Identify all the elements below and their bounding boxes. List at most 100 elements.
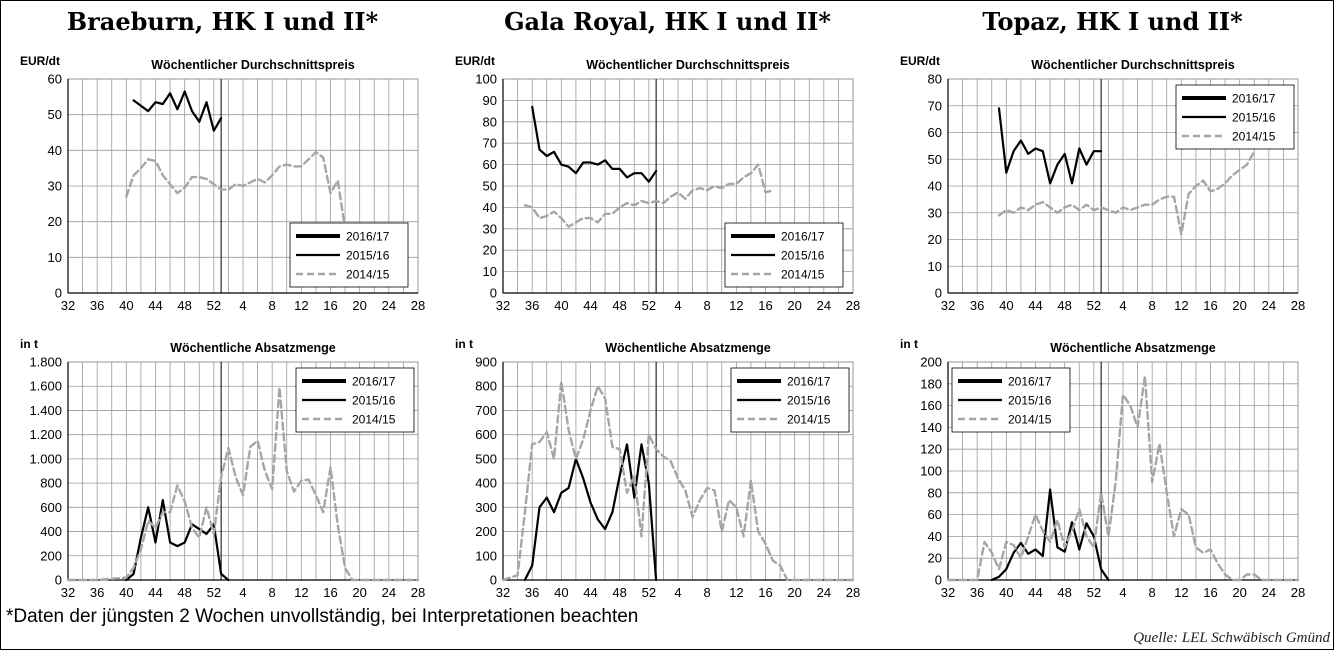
x-tick-label: 12 xyxy=(1174,298,1188,313)
x-tick-label: 16 xyxy=(1203,585,1217,600)
legend-label: 2015/16 xyxy=(352,394,396,408)
x-tick-label: 40 xyxy=(999,585,1013,600)
x-tick-label: 24 xyxy=(382,298,396,313)
y-axis-label: EUR/dt xyxy=(900,54,940,68)
y-tick-label: 1.400 xyxy=(29,403,62,418)
x-tick-label: 32 xyxy=(941,298,955,313)
x-tick-label: 48 xyxy=(612,298,626,313)
x-tick-label: 12 xyxy=(294,585,308,600)
y-tick-label: 10 xyxy=(48,250,62,265)
legend-label: 2016/17 xyxy=(1008,375,1052,389)
legend-label: 2015/16 xyxy=(781,249,825,263)
y-tick-label: 160 xyxy=(920,398,942,413)
x-tick-label: 12 xyxy=(729,585,743,600)
x-tick-label: 44 xyxy=(1028,585,1042,600)
y-tick-label: 10 xyxy=(483,264,497,279)
y-tick-label: 0 xyxy=(55,573,62,588)
y-axis-label: EUR/dt xyxy=(20,54,60,68)
legend-label: 2015/16 xyxy=(1232,111,1276,125)
legend: 2016/17 2015/16 2014/15 xyxy=(951,367,1071,433)
y-tick-label: 100 xyxy=(475,72,497,87)
x-tick-label: 8 xyxy=(704,298,711,313)
y-tick-label: 20 xyxy=(483,243,497,258)
y-tick-label: 40 xyxy=(483,200,497,215)
x-tick-label: 8 xyxy=(269,585,276,600)
y-tick-label: 70 xyxy=(483,136,497,151)
x-tick-label: 8 xyxy=(269,298,276,313)
x-tick-label: 24 xyxy=(382,585,396,600)
y-tick-label: 600 xyxy=(475,427,497,442)
x-tick-label: 52 xyxy=(1087,298,1101,313)
y-tick-label: 300 xyxy=(475,500,497,515)
legend-label: 2014/15 xyxy=(1232,130,1276,144)
legend-label: 2015/16 xyxy=(346,249,390,263)
y-tick-label: 20 xyxy=(928,232,942,247)
x-tick-label: 4 xyxy=(674,298,681,313)
x-tick-label: 20 xyxy=(787,585,801,600)
x-tick-label: 16 xyxy=(323,298,337,313)
y-tick-label: 60 xyxy=(48,72,62,87)
series-line-2014-15 xyxy=(946,375,1300,582)
chart-title: Wöchentlicher Durchschnittspreis xyxy=(151,58,355,72)
y-tick-label: 30 xyxy=(483,221,497,236)
y-tick-label: 0 xyxy=(935,286,942,301)
legend: 2016/17 2015/16 2014/15 xyxy=(289,222,409,288)
x-tick-label: 44 xyxy=(148,298,162,313)
legend-label: 2014/15 xyxy=(352,413,396,427)
x-tick-label: 48 xyxy=(177,585,191,600)
x-tick-label: 44 xyxy=(583,298,597,313)
x-tick-label: 32 xyxy=(61,298,75,313)
x-tick-label: 8 xyxy=(704,585,711,600)
y-tick-label: 30 xyxy=(48,179,62,194)
x-tick-label: 48 xyxy=(1057,585,1071,600)
series-line-2014-15 xyxy=(66,386,420,582)
x-tick-label: 48 xyxy=(612,585,626,600)
header-braeburn: Braeburn, HK I und II* xyxy=(66,6,379,36)
x-tick-label: 20 xyxy=(352,298,366,313)
y-tick-label: 0 xyxy=(490,286,497,301)
y-tick-label: 200 xyxy=(40,548,62,563)
series-line-2014-15 xyxy=(997,150,1256,236)
legend-label: 2014/15 xyxy=(787,413,831,427)
y-tick-label: 700 xyxy=(475,403,497,418)
y-tick-label: 400 xyxy=(475,476,497,491)
x-tick-label: 4 xyxy=(239,585,246,600)
x-tick-label: 20 xyxy=(352,585,366,600)
y-tick-label: 40 xyxy=(48,143,62,158)
x-tick-label: 4 xyxy=(674,585,681,600)
x-tick-label: 32 xyxy=(61,585,75,600)
x-tick-label: 28 xyxy=(846,298,860,313)
series-line-2015-16 xyxy=(997,107,1103,185)
y-tick-label: 0 xyxy=(935,573,942,588)
x-tick-label: 48 xyxy=(177,298,191,313)
y-tick-label: 50 xyxy=(928,152,942,167)
chart-title: Wöchentlicher Durchschnittspreis xyxy=(586,58,790,72)
x-tick-label: 40 xyxy=(119,585,133,600)
x-tick-label: 36 xyxy=(525,298,539,313)
series-line-2014-15 xyxy=(501,380,855,582)
y-tick-label: 1.200 xyxy=(29,427,62,442)
x-tick-label: 40 xyxy=(554,298,568,313)
y-axis-label: in t xyxy=(455,337,473,351)
x-tick-label: 32 xyxy=(496,298,510,313)
y-tick-label: 50 xyxy=(483,179,497,194)
series-line-2015-16 xyxy=(531,105,658,183)
y-tick-label: 800 xyxy=(475,379,497,394)
y-tick-label: 500 xyxy=(475,451,497,466)
x-tick-label: 52 xyxy=(642,585,656,600)
footnote: *Daten der jüngsten 2 Wochen unvollständ… xyxy=(6,606,639,627)
legend-label: 2015/16 xyxy=(787,394,831,408)
x-tick-label: 44 xyxy=(148,585,162,600)
x-tick-label: 28 xyxy=(846,585,860,600)
y-tick-label: 400 xyxy=(40,524,62,539)
y-tick-label: 1.600 xyxy=(29,379,62,394)
x-tick-label: 36 xyxy=(90,585,104,600)
x-tick-label: 8 xyxy=(1149,298,1156,313)
x-tick-label: 20 xyxy=(1232,298,1246,313)
x-tick-label: 40 xyxy=(554,585,568,600)
x-tick-label: 36 xyxy=(970,298,984,313)
x-tick-label: 28 xyxy=(411,585,425,600)
y-tick-label: 100 xyxy=(920,464,942,479)
